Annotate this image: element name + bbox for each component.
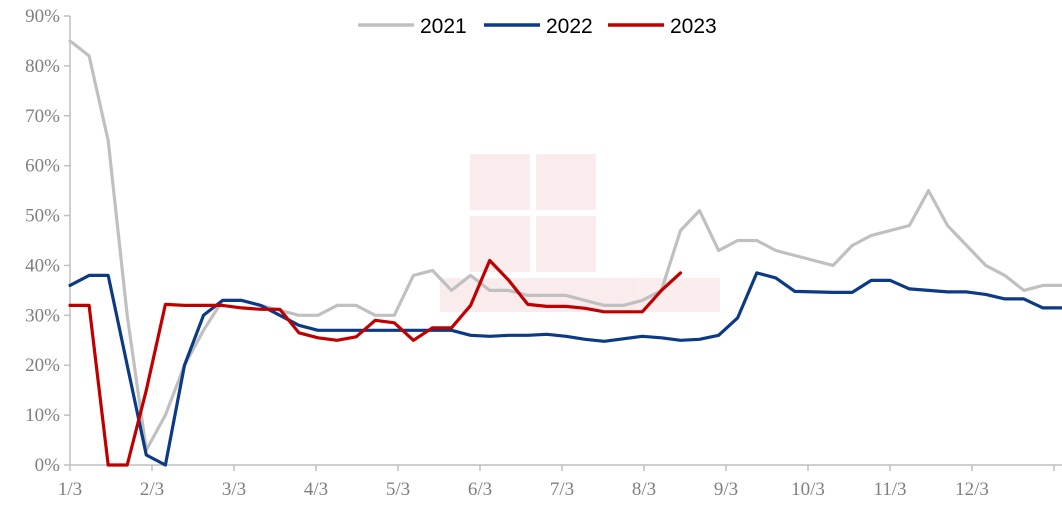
x-tick-label: 9/3 — [714, 479, 738, 500]
y-tick-label: 10% — [25, 405, 60, 426]
x-tick-label: 1/3 — [58, 479, 82, 500]
y-tick-label: 0% — [35, 455, 61, 476]
y-tick-label: 60% — [25, 156, 60, 177]
x-tick-label: 2/3 — [140, 479, 164, 500]
x-axis-ticks: 1/3 2/3 3/3 4/3 5/3 6/3 7/3 8/3 9/3 10/3 11/3 12/3 — [58, 465, 1054, 500]
x-tick-label: 6/3 — [468, 479, 492, 500]
mysteel-watermark — [440, 154, 720, 312]
x-tick-label: 8/3 — [632, 479, 656, 500]
x-tick-label: 4/3 — [304, 479, 328, 500]
y-tick-label: 70% — [25, 106, 60, 127]
legend-label-2021: 2021 — [420, 15, 467, 38]
y-tick-label: 80% — [25, 56, 60, 77]
x-tick-label: 5/3 — [386, 479, 410, 500]
x-tick-label: 3/3 — [222, 479, 246, 500]
y-tick-label: 90% — [25, 6, 60, 27]
y-tick-label: 50% — [25, 206, 60, 227]
y-axis-ticks: 0% 10% 20% 30% 40% 50% 60% 70% 80% 90% — [25, 6, 70, 476]
x-tick-label: 11/3 — [873, 479, 906, 500]
x-tick-label: 10/3 — [791, 479, 825, 500]
x-tick-label: 12/3 — [955, 479, 989, 500]
legend: 2021 2022 2023 — [358, 15, 717, 38]
y-tick-label: 30% — [25, 305, 60, 326]
y-tick-label: 40% — [25, 255, 60, 276]
legend-label-2023: 2023 — [670, 15, 717, 38]
x-tick-label: 7/3 — [550, 479, 574, 500]
y-tick-label: 20% — [25, 355, 60, 376]
legend-label-2022: 2022 — [546, 15, 593, 38]
